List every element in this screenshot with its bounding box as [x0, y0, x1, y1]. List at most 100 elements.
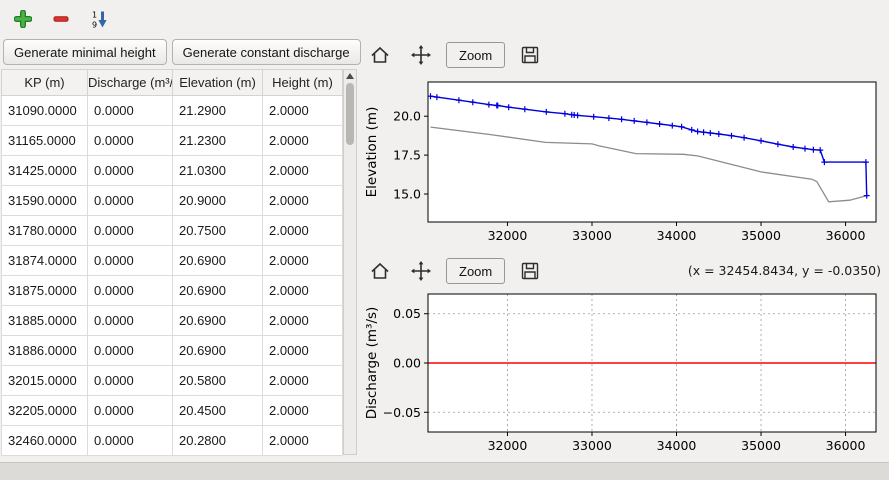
table-row: 31885.0000 0.0000 20.6900 2.0000	[1, 305, 343, 336]
save-figure-button[interactable]	[514, 256, 546, 286]
discharge-plot-toolbar: Zoom	[364, 254, 546, 288]
table-cell[interactable]: 20.5800	[172, 365, 263, 396]
table-cell[interactable]: 20.6900	[172, 245, 263, 276]
table-cell[interactable]: 32205.0000	[1, 395, 88, 426]
cursor-coordinates-readout: (x = 32454.8434, y = -0.0350)	[687, 263, 881, 278]
scrollbar-up-arrow-icon[interactable]	[346, 73, 354, 79]
table-cell[interactable]: 2.0000	[262, 245, 343, 276]
table-cell[interactable]: 2.0000	[262, 155, 343, 186]
values-table-container: KP (m)Discharge (m³/s)Elevation (m)Heigh…	[1, 69, 357, 456]
sort-rows-button[interactable]: 1 9	[84, 5, 114, 33]
table-cell[interactable]: 0.0000	[87, 275, 173, 306]
table-cell[interactable]: 0.0000	[87, 245, 173, 276]
zoom-button[interactable]: Zoom	[446, 42, 506, 68]
pan-icon	[411, 261, 431, 281]
svg-text:0.00: 0.00	[393, 356, 421, 371]
table-cell[interactable]: 2.0000	[262, 125, 343, 156]
table-cell[interactable]: 20.9000	[172, 185, 263, 216]
table-cell[interactable]: 31874.0000	[1, 245, 88, 276]
pan-button[interactable]	[405, 256, 437, 286]
svg-text:32000: 32000	[488, 228, 528, 243]
generate-constant-discharge-button[interactable]: Generate constant discharge	[171, 39, 361, 65]
table-row: 32205.0000 0.0000 20.4500 2.0000	[1, 395, 343, 426]
home-button[interactable]	[364, 40, 396, 70]
table-cell[interactable]: 2.0000	[262, 185, 343, 216]
table-cell[interactable]: 2.0000	[262, 95, 343, 126]
table-cell[interactable]: 31590.0000	[1, 185, 88, 216]
add-row-button[interactable]	[8, 5, 38, 33]
scrollbar-thumb[interactable]	[346, 83, 354, 145]
generate-buttons-row: Generate minimal height Generate constan…	[3, 39, 361, 65]
table-cell[interactable]: 2.0000	[262, 305, 343, 336]
pan-button[interactable]	[405, 40, 437, 70]
table-cell[interactable]: 2.0000	[262, 395, 343, 426]
svg-text:33000: 33000	[572, 438, 612, 453]
table-cell[interactable]: 20.2800	[172, 425, 263, 456]
plus-icon	[14, 9, 32, 28]
svg-text:0.05: 0.05	[393, 306, 421, 321]
table-cell[interactable]: 32460.0000	[1, 425, 88, 456]
column-header[interactable]: KP (m)	[1, 69, 88, 96]
table-cell[interactable]: 20.4500	[172, 395, 263, 426]
svg-text:35000: 35000	[741, 438, 781, 453]
column-header[interactable]: Discharge (m³/s)	[87, 69, 173, 96]
table-cell[interactable]: 0.0000	[87, 305, 173, 336]
table-cell[interactable]: 31875.0000	[1, 275, 88, 306]
table-cell[interactable]: 2.0000	[262, 215, 343, 246]
table-cell[interactable]: 31885.0000	[1, 305, 88, 336]
table-row: 31886.0000 0.0000 20.6900 2.0000	[1, 335, 343, 366]
table-cell[interactable]: 0.0000	[87, 185, 173, 216]
column-header[interactable]: Elevation (m)	[172, 69, 263, 96]
svg-text:35000: 35000	[741, 228, 781, 243]
svg-text:32000: 32000	[488, 438, 528, 453]
table-cell[interactable]: 20.6900	[172, 335, 263, 366]
table-cell[interactable]: 0.0000	[87, 95, 173, 126]
home-button[interactable]	[364, 256, 396, 286]
table-scrollbar[interactable]	[343, 69, 357, 455]
table-row: 31590.0000 0.0000 20.9000 2.0000	[1, 185, 343, 216]
svg-text:20.0: 20.0	[393, 109, 421, 124]
table-cell[interactable]: 21.2900	[172, 95, 263, 126]
table-cell[interactable]: 21.0300	[172, 155, 263, 186]
table-cell[interactable]: 20.6900	[172, 275, 263, 306]
remove-row-button[interactable]	[46, 5, 76, 33]
table-cell[interactable]: 21.2300	[172, 125, 263, 156]
pan-icon	[411, 45, 431, 65]
table-cell[interactable]: 2.0000	[262, 365, 343, 396]
figures-pane: Zoom 32000 33000 34000 35000 36000 15.0 17.5 20…	[360, 36, 889, 462]
table-cell[interactable]: 2.0000	[262, 335, 343, 366]
table-cell[interactable]: 31425.0000	[1, 155, 88, 186]
table-cell[interactable]: 0.0000	[87, 125, 173, 156]
generate-minimal-height-button[interactable]: Generate minimal height	[3, 39, 167, 65]
table-cell[interactable]: 0.0000	[87, 335, 173, 366]
elevation-chart-canvas[interactable]: 32000 33000 34000 35000 36000 15.0 17.5 20.0 Ele…	[362, 76, 886, 252]
column-header[interactable]: Height (m)	[262, 69, 343, 96]
table-cell[interactable]: 0.0000	[87, 215, 173, 246]
save-figure-button[interactable]	[514, 40, 546, 70]
table-cell[interactable]: 0.0000	[87, 365, 173, 396]
elevation-plot-toolbar: Zoom	[364, 38, 546, 72]
table-cell[interactable]: 20.7500	[172, 215, 263, 246]
table-cell[interactable]: 0.0000	[87, 395, 173, 426]
svg-text:17.5: 17.5	[393, 148, 421, 163]
save-icon	[522, 262, 539, 280]
table-row: 31090.0000 0.0000 21.2900 2.0000	[1, 95, 343, 126]
table-row: 32015.0000 0.0000 20.5800 2.0000	[1, 365, 343, 396]
table-row: 31875.0000 0.0000 20.6900 2.0000	[1, 275, 343, 306]
table-cell[interactable]: 31886.0000	[1, 335, 88, 366]
svg-text:36000: 36000	[826, 438, 866, 453]
table-cell[interactable]: 0.0000	[87, 155, 173, 186]
table-cell[interactable]: 32015.0000	[1, 365, 88, 396]
discharge-chart-canvas[interactable]: 32000 33000 34000 35000 36000 −0.05 0.00 0.05 Di…	[362, 288, 886, 462]
table-header-row: KP (m)Discharge (m³/s)Elevation (m)Heigh…	[1, 69, 343, 96]
table-cell[interactable]: 20.6900	[172, 305, 263, 336]
table-cell[interactable]: 2.0000	[262, 425, 343, 456]
svg-text:Elevation (m): Elevation (m)	[364, 107, 380, 198]
table-cell[interactable]: 31165.0000	[1, 125, 88, 156]
table-cell[interactable]: 31090.0000	[1, 95, 88, 126]
table-cell[interactable]: 31780.0000	[1, 215, 88, 246]
zoom-button[interactable]: Zoom	[446, 258, 506, 284]
table-cell[interactable]: 0.0000	[87, 425, 173, 456]
table-cell[interactable]: 2.0000	[262, 275, 343, 306]
status-bar	[0, 462, 889, 480]
